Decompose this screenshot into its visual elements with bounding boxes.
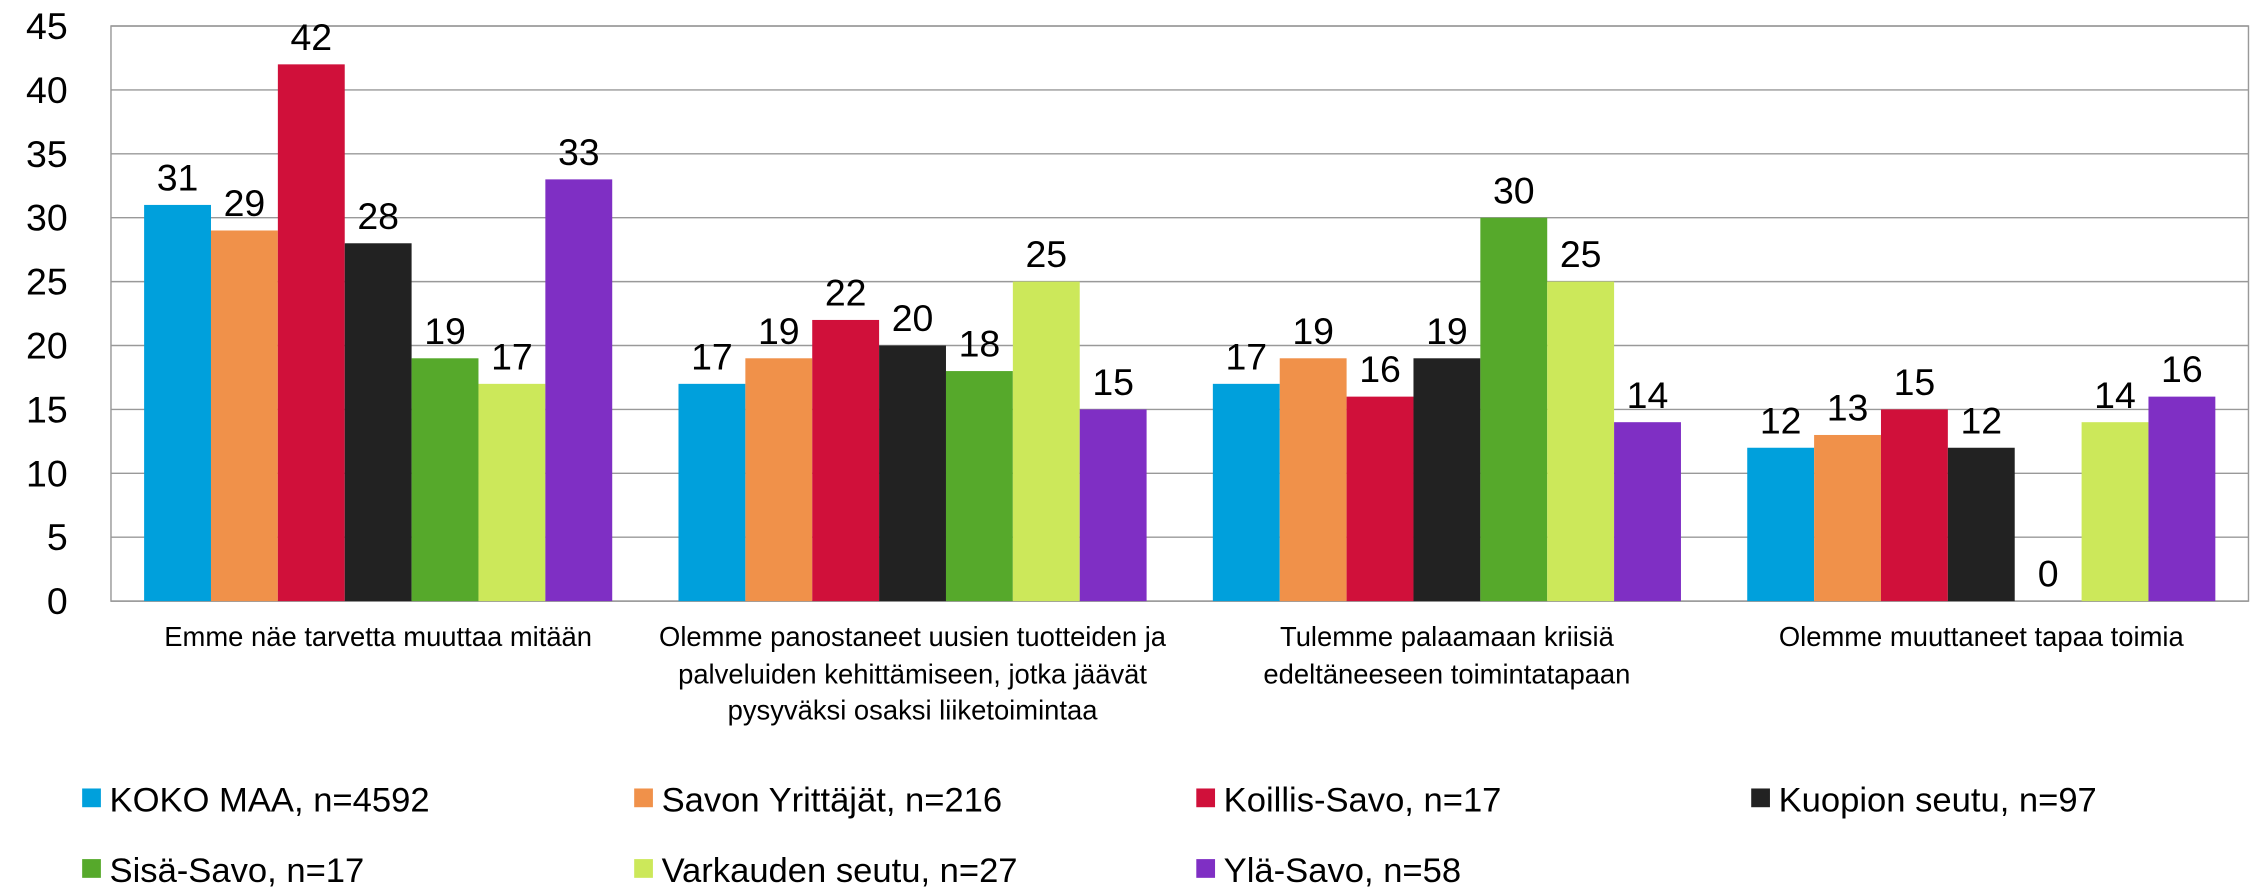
bar <box>1614 422 1681 602</box>
y-tick-label: 0 <box>47 580 68 622</box>
data-label: 25 <box>1560 233 1602 275</box>
data-label: 14 <box>1627 374 1669 416</box>
legend-label: Ylä-Savo, n=58 <box>1224 852 1461 888</box>
x-tick-label: Olemme panostaneet uusien tuotteiden ja … <box>659 622 1167 727</box>
x-tick-label-box: Tulemme palaamaan kriisiä edeltäneeseen … <box>1263 622 1631 690</box>
y-tick-label: 10 <box>26 452 68 494</box>
y-tick-label: 45 <box>26 5 68 47</box>
legend-swatch <box>82 859 101 878</box>
legend-label: KOKO MAA, n=4592 <box>110 782 430 820</box>
bar <box>812 319 880 602</box>
data-label: 29 <box>224 182 266 224</box>
x-tick-label: Olemme muuttaneet tapaa toimia <box>1778 622 2184 653</box>
bar <box>1279 358 1347 602</box>
bar <box>545 179 613 602</box>
bar <box>1547 281 1615 602</box>
data-label: 17 <box>691 335 733 377</box>
x-tick-label: Emme näe tarvetta muuttaa mitään <box>164 622 593 653</box>
data-label: 30 <box>1493 169 1535 211</box>
data-label: 17 <box>1225 335 1267 377</box>
x-tick-label-box: Olemme muuttaneet tapaa toimia <box>1778 622 2184 653</box>
bar <box>1346 396 1414 602</box>
legend-label: Kuopion seutu, n=97 <box>1779 782 2097 820</box>
legend-swatch <box>1196 788 1216 808</box>
bar <box>1814 434 1881 602</box>
data-label: 33 <box>558 131 600 173</box>
plot-border <box>110 25 2250 602</box>
y-tick-label: 20 <box>26 324 68 366</box>
data-label: 25 <box>1025 233 1067 275</box>
y-tick-label: 35 <box>26 133 68 175</box>
data-label: 0 <box>2038 553 2059 595</box>
bar <box>411 358 479 602</box>
bar <box>678 383 746 602</box>
bar <box>879 345 946 602</box>
bar <box>277 64 345 602</box>
data-label: 15 <box>1894 361 1936 403</box>
bar <box>210 230 278 602</box>
data-label: 14 <box>2094 374 2136 416</box>
legend-label: Varkauden seutu, n=27 <box>662 852 1018 888</box>
x-tick-label-box: Emme näe tarvetta muuttaa mitään <box>164 622 593 653</box>
data-label: 19 <box>1426 310 1468 352</box>
y-tick-label: 15 <box>26 388 68 430</box>
data-label: 20 <box>892 297 934 339</box>
bar <box>478 383 546 602</box>
bar <box>745 358 813 602</box>
y-tick-label: 5 <box>47 516 68 558</box>
legend-swatch <box>1196 859 1216 878</box>
y-tick-label: 40 <box>26 69 68 111</box>
data-label: 28 <box>357 195 399 237</box>
legend-swatch <box>634 859 653 878</box>
bar <box>1413 358 1481 602</box>
bar <box>1947 447 2015 602</box>
data-label: 17 <box>491 335 533 377</box>
legend-label: Sisä-Savo, n=17 <box>110 852 365 888</box>
bar <box>144 204 211 602</box>
data-label: 16 <box>1359 348 1401 390</box>
y-tick-label: 30 <box>26 197 68 239</box>
bar <box>945 371 1013 602</box>
data-label: 19 <box>1292 310 1334 352</box>
bar <box>344 243 412 602</box>
legend-swatch <box>634 788 653 808</box>
legend-label: Koillis-Savo, n=17 <box>1224 782 1502 820</box>
data-label: 13 <box>1827 387 1869 429</box>
legend-swatch <box>82 788 101 808</box>
data-label: 12 <box>1960 399 2002 441</box>
bar <box>1747 447 1815 602</box>
data-label: 31 <box>157 157 199 199</box>
legend-swatch <box>1751 788 1770 808</box>
data-label: 15 <box>1092 361 1134 403</box>
x-tick-label: Tulemme palaamaan kriisiä edeltäneeseen … <box>1263 622 1631 690</box>
data-label: 19 <box>758 310 800 352</box>
bar <box>1212 383 1280 602</box>
data-label: 22 <box>825 272 867 314</box>
y-tick-label: 25 <box>26 261 68 303</box>
data-label: 18 <box>959 323 1001 365</box>
data-label: 16 <box>2161 348 2203 390</box>
bar <box>1012 281 1080 602</box>
data-label: 42 <box>290 16 332 58</box>
bar <box>2081 422 2149 602</box>
x-tick-label-box: Olemme panostaneet uusien tuotteiden ja … <box>659 622 1167 727</box>
bar <box>1880 409 1948 602</box>
bar <box>2148 396 2216 602</box>
bar <box>1480 217 1548 602</box>
bar <box>1079 409 1147 602</box>
data-label: 12 <box>1760 399 1802 441</box>
legend-label: Savon Yrittäjät, n=216 <box>662 782 1003 820</box>
data-label: 19 <box>424 310 466 352</box>
